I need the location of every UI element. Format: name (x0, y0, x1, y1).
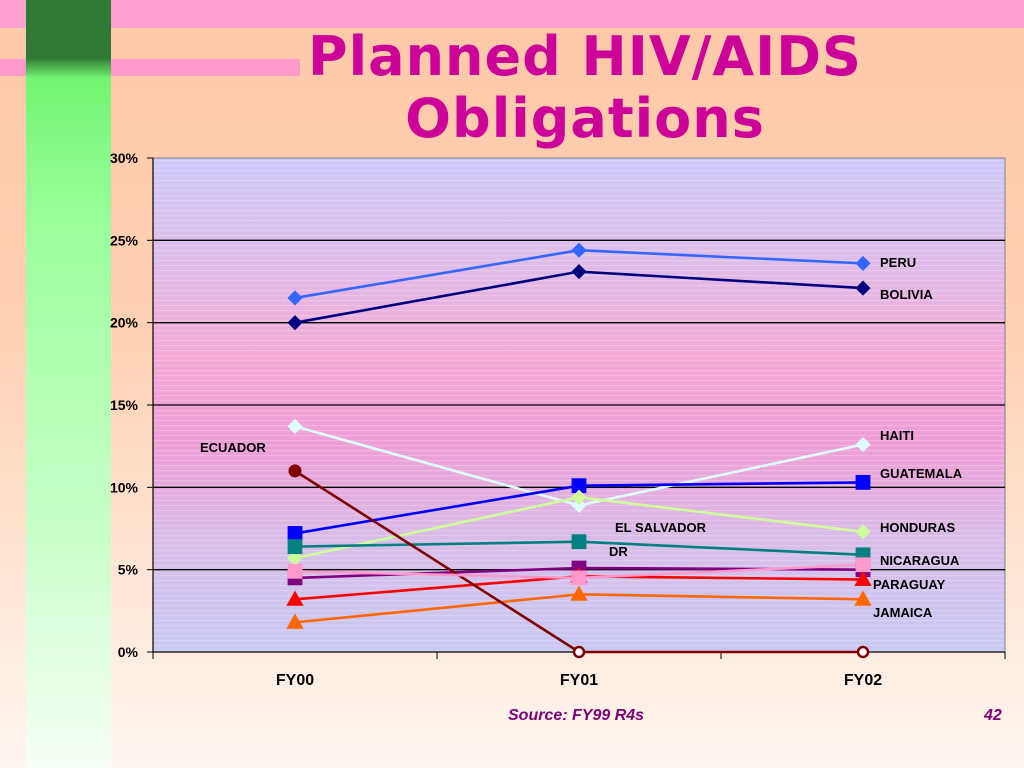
source-note: Source: FY99 R4s (508, 707, 645, 724)
data-point-bolivia (855, 280, 871, 296)
annotation-honduras: HONDURAS (880, 520, 955, 535)
data-point-guatemala (855, 474, 871, 490)
annotation-haiti: HAITI (880, 428, 914, 443)
slide-title: Planned HIV/AIDS Obligations (270, 26, 900, 150)
top-decor-band (0, 0, 1024, 28)
y-tick-label: 15% (110, 397, 139, 413)
data-point-guatemala (287, 526, 303, 541)
title-line-2: Obligations (405, 87, 765, 150)
y-tick-label: 20% (110, 315, 139, 331)
y-tick-label: 25% (110, 232, 139, 248)
title-line-1: Planned HIV/AIDS (308, 25, 862, 88)
y-tick-label: 10% (110, 479, 139, 495)
data-point-honduras (855, 524, 871, 540)
series-markers (286, 242, 872, 659)
data-point-bolivia (287, 315, 303, 331)
data-point-unlabeled (855, 557, 871, 573)
data-point-haiti (571, 497, 587, 514)
series-annotations: ECUADOR PERU BOLIVIA HAITI GUATEMALA EL SALVA… (200, 255, 963, 620)
data-point-jamaica (286, 613, 304, 629)
data-point-haiti (855, 436, 871, 453)
x-tick-label: FY00 (276, 672, 314, 689)
annotation-guatemala: GUATEMALA (880, 466, 963, 481)
annotation-peru: PERU (880, 255, 916, 270)
data-point-peru (855, 255, 871, 271)
annotation-nicaragua: NICARAGUA (880, 553, 960, 568)
x-tick-label: FY02 (844, 672, 882, 689)
data-point-ecuador (288, 464, 302, 478)
data-point-honduras (571, 489, 587, 505)
data-point-unlabeled (287, 563, 303, 579)
annotation-paraguay: PARAGUAY (873, 577, 946, 592)
x-tick-label: FY01 (560, 672, 598, 689)
data-point-paraguay (286, 590, 304, 606)
y-tick-label: 30% (110, 150, 139, 166)
data-point-bolivia (571, 264, 587, 280)
data-point-jamaica (570, 585, 588, 601)
green-side-strip (26, 0, 111, 768)
data-point-jamaica (854, 590, 872, 606)
data-point-ecuador (856, 645, 870, 659)
data-point-paraguay (854, 570, 872, 586)
annotation-ecuador: ECUADOR (200, 440, 266, 455)
data-point-unlabeled (571, 570, 587, 586)
y-tick-label: 5% (118, 562, 139, 578)
annotation-el-salvador: EL SALVADOR (615, 520, 707, 535)
y-tick-label: 0% (118, 644, 139, 660)
data-point-ecuador (572, 645, 586, 659)
annotation-dr: DR (609, 544, 628, 559)
data-point-haiti (287, 418, 303, 434)
data-point-peru (571, 242, 587, 258)
data-point-peru (287, 290, 303, 306)
page-number: 42 (984, 707, 1002, 724)
data-point-nicaragua (571, 534, 587, 550)
data-point-nicaragua (287, 539, 303, 555)
line-chart: 0% 5% 10% 15% 20% 25% 30% FY00 FY01 FY02 ECUADOR P… (110, 150, 1006, 689)
annotation-jamaica: JAMAICA (873, 605, 933, 620)
annotation-bolivia: BOLIVIA (880, 287, 933, 302)
